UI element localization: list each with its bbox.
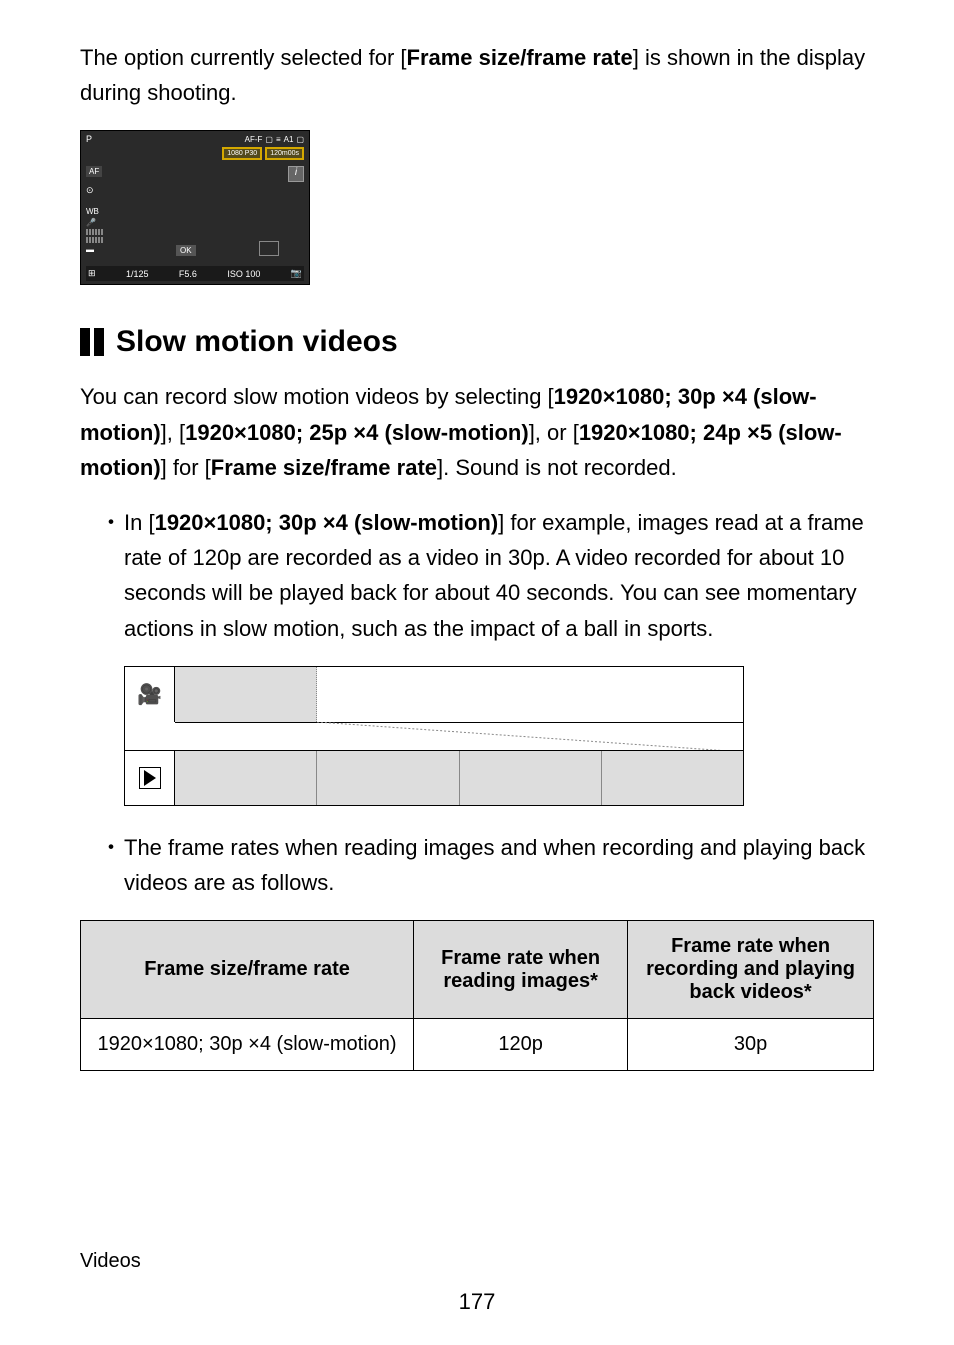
footer-section-label: Videos xyxy=(80,1250,874,1273)
camera-ok-box: OK xyxy=(176,245,196,256)
camera-cam-icon: 📷 xyxy=(291,268,302,279)
camera-focus-box xyxy=(259,241,279,256)
intro-bold-1: Frame size/frame rate xyxy=(407,45,633,70)
slope-svg xyxy=(317,722,743,752)
camera-a1: A1 xyxy=(284,135,294,144)
camera-level-bars xyxy=(86,229,103,235)
camera-top-row: P AF-F ▢ ≡ A1 ▢ xyxy=(86,134,304,144)
camera-display-screenshot: P AF-F ▢ ≡ A1 ▢ 1080 P30 120m00s AF ⊙ i … xyxy=(80,130,310,285)
camera-battery-icon: ▬ xyxy=(86,245,103,254)
camera-p-label: P xyxy=(86,134,92,144)
camera-aperture: F5.6 xyxy=(179,269,197,279)
intro-text-1: The option currently selected for [ xyxy=(80,45,407,70)
bullet-list-2: The frame rates when reading images and … xyxy=(104,830,874,900)
section-header: Slow motion videos xyxy=(80,325,874,359)
camera-highlight-2: 120m00s xyxy=(265,147,304,160)
camera-level-bars-2 xyxy=(86,237,103,243)
p2-t3: ], or [ xyxy=(529,420,579,445)
timeline-record-segment xyxy=(175,667,317,722)
camera-i-box: i xyxy=(288,166,304,182)
camera-mic-icon: 🎤 xyxy=(86,218,103,227)
camera-icon-2: ≡ xyxy=(276,135,281,144)
play-segment-2 xyxy=(317,751,459,805)
p2-b4: Frame size/frame rate xyxy=(211,455,437,480)
timeline-record-icon-cell: 🎥 xyxy=(125,667,175,722)
page-footer: Videos 177 xyxy=(80,1250,874,1315)
slow-motion-paragraph: You can record slow motion videos by sel… xyxy=(80,379,874,485)
camera-icon-1: ▢ xyxy=(265,135,273,144)
play-icon xyxy=(139,767,161,789)
timeline-diagram: 🎥 xyxy=(124,666,744,806)
table-row: 1920×1080; 30p ×4 (slow-motion) 120p 30p xyxy=(81,1019,874,1071)
table-header-row: Frame size/frame rate Frame rate when re… xyxy=(81,921,874,1019)
p2-t4: ] for [ xyxy=(161,455,211,480)
table-header-3: Frame rate when recording and playing ba… xyxy=(628,921,874,1019)
camera-left-icons: AF ⊙ xyxy=(86,166,102,196)
bullet-item-1: In [1920×1080; 30p ×4 (slow-motion)] for… xyxy=(104,505,874,646)
camera-icon-circle: ⊙ xyxy=(86,185,102,196)
table-header-2: Frame rate when reading images* xyxy=(414,921,628,1019)
camera-wb: WB xyxy=(86,207,103,216)
table-cell-1-2: 120p xyxy=(414,1019,628,1071)
camera-icon-3: ▢ xyxy=(296,135,304,144)
b1-b1: 1920×1080; 30p ×4 (slow-motion) xyxy=(155,510,499,535)
camera-af-box: AF xyxy=(86,166,102,177)
play-segment-4 xyxy=(602,751,743,805)
timeline-slope xyxy=(317,722,743,752)
bullet-list: In [1920×1080; 30p ×4 (slow-motion)] for… xyxy=(104,505,874,646)
timeline-play-segments xyxy=(175,751,743,805)
camera-shutter: 1/125 xyxy=(126,269,149,279)
camera-iso: ISO 100 xyxy=(227,269,260,279)
page-number: 177 xyxy=(80,1289,874,1315)
p2-t2: ], [ xyxy=(161,420,185,445)
bullet-item-2: The frame rates when reading images and … xyxy=(104,830,874,900)
intro-paragraph: The option currently selected for [Frame… xyxy=(80,40,874,110)
section-title: Slow motion videos xyxy=(116,325,398,359)
video-camera-icon: 🎥 xyxy=(137,682,162,707)
table-header-1: Frame size/frame rate xyxy=(81,921,414,1019)
timeline-record-row: 🎥 xyxy=(125,667,743,722)
camera-aff: AF-F xyxy=(245,135,263,144)
p2-t5: ]. Sound is not recorded. xyxy=(437,455,677,480)
table-cell-1-3: 30p xyxy=(628,1019,874,1071)
table-cell-1-1: 1920×1080; 30p ×4 (slow-motion) xyxy=(81,1019,414,1071)
play-segment-1 xyxy=(175,751,317,805)
camera-top-right: AF-F ▢ ≡ A1 ▢ xyxy=(245,134,304,144)
camera-grid-icon: ⊞ xyxy=(88,268,96,279)
frame-rate-table: Frame size/frame rate Frame rate when re… xyxy=(80,920,874,1071)
camera-bottom-row: ⊞ 1/125 F5.6 ISO 100 📷 xyxy=(86,266,304,281)
play-segment-3 xyxy=(460,751,602,805)
b1-t1: In [ xyxy=(124,510,155,535)
camera-bottom-left-icons: WB 🎤 ▬ xyxy=(86,207,103,254)
p2-b2: 1920×1080; 25p ×4 (slow-motion) xyxy=(185,420,529,445)
section-marker-icon xyxy=(80,328,104,356)
timeline-playback-row xyxy=(125,750,743,805)
camera-highlight-row: 1080 P30 120m00s xyxy=(222,147,304,160)
timeline-play-icon-cell xyxy=(125,751,175,805)
p2-t1: You can record slow motion videos by sel… xyxy=(80,384,554,409)
camera-highlight-1: 1080 P30 xyxy=(222,147,262,160)
